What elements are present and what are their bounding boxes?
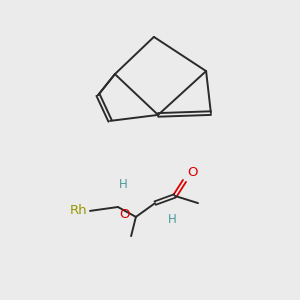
Text: H: H — [168, 213, 176, 226]
Text: O: O — [188, 166, 198, 178]
Text: O: O — [119, 208, 130, 221]
Text: Rh: Rh — [70, 204, 88, 218]
Text: H: H — [119, 178, 128, 190]
